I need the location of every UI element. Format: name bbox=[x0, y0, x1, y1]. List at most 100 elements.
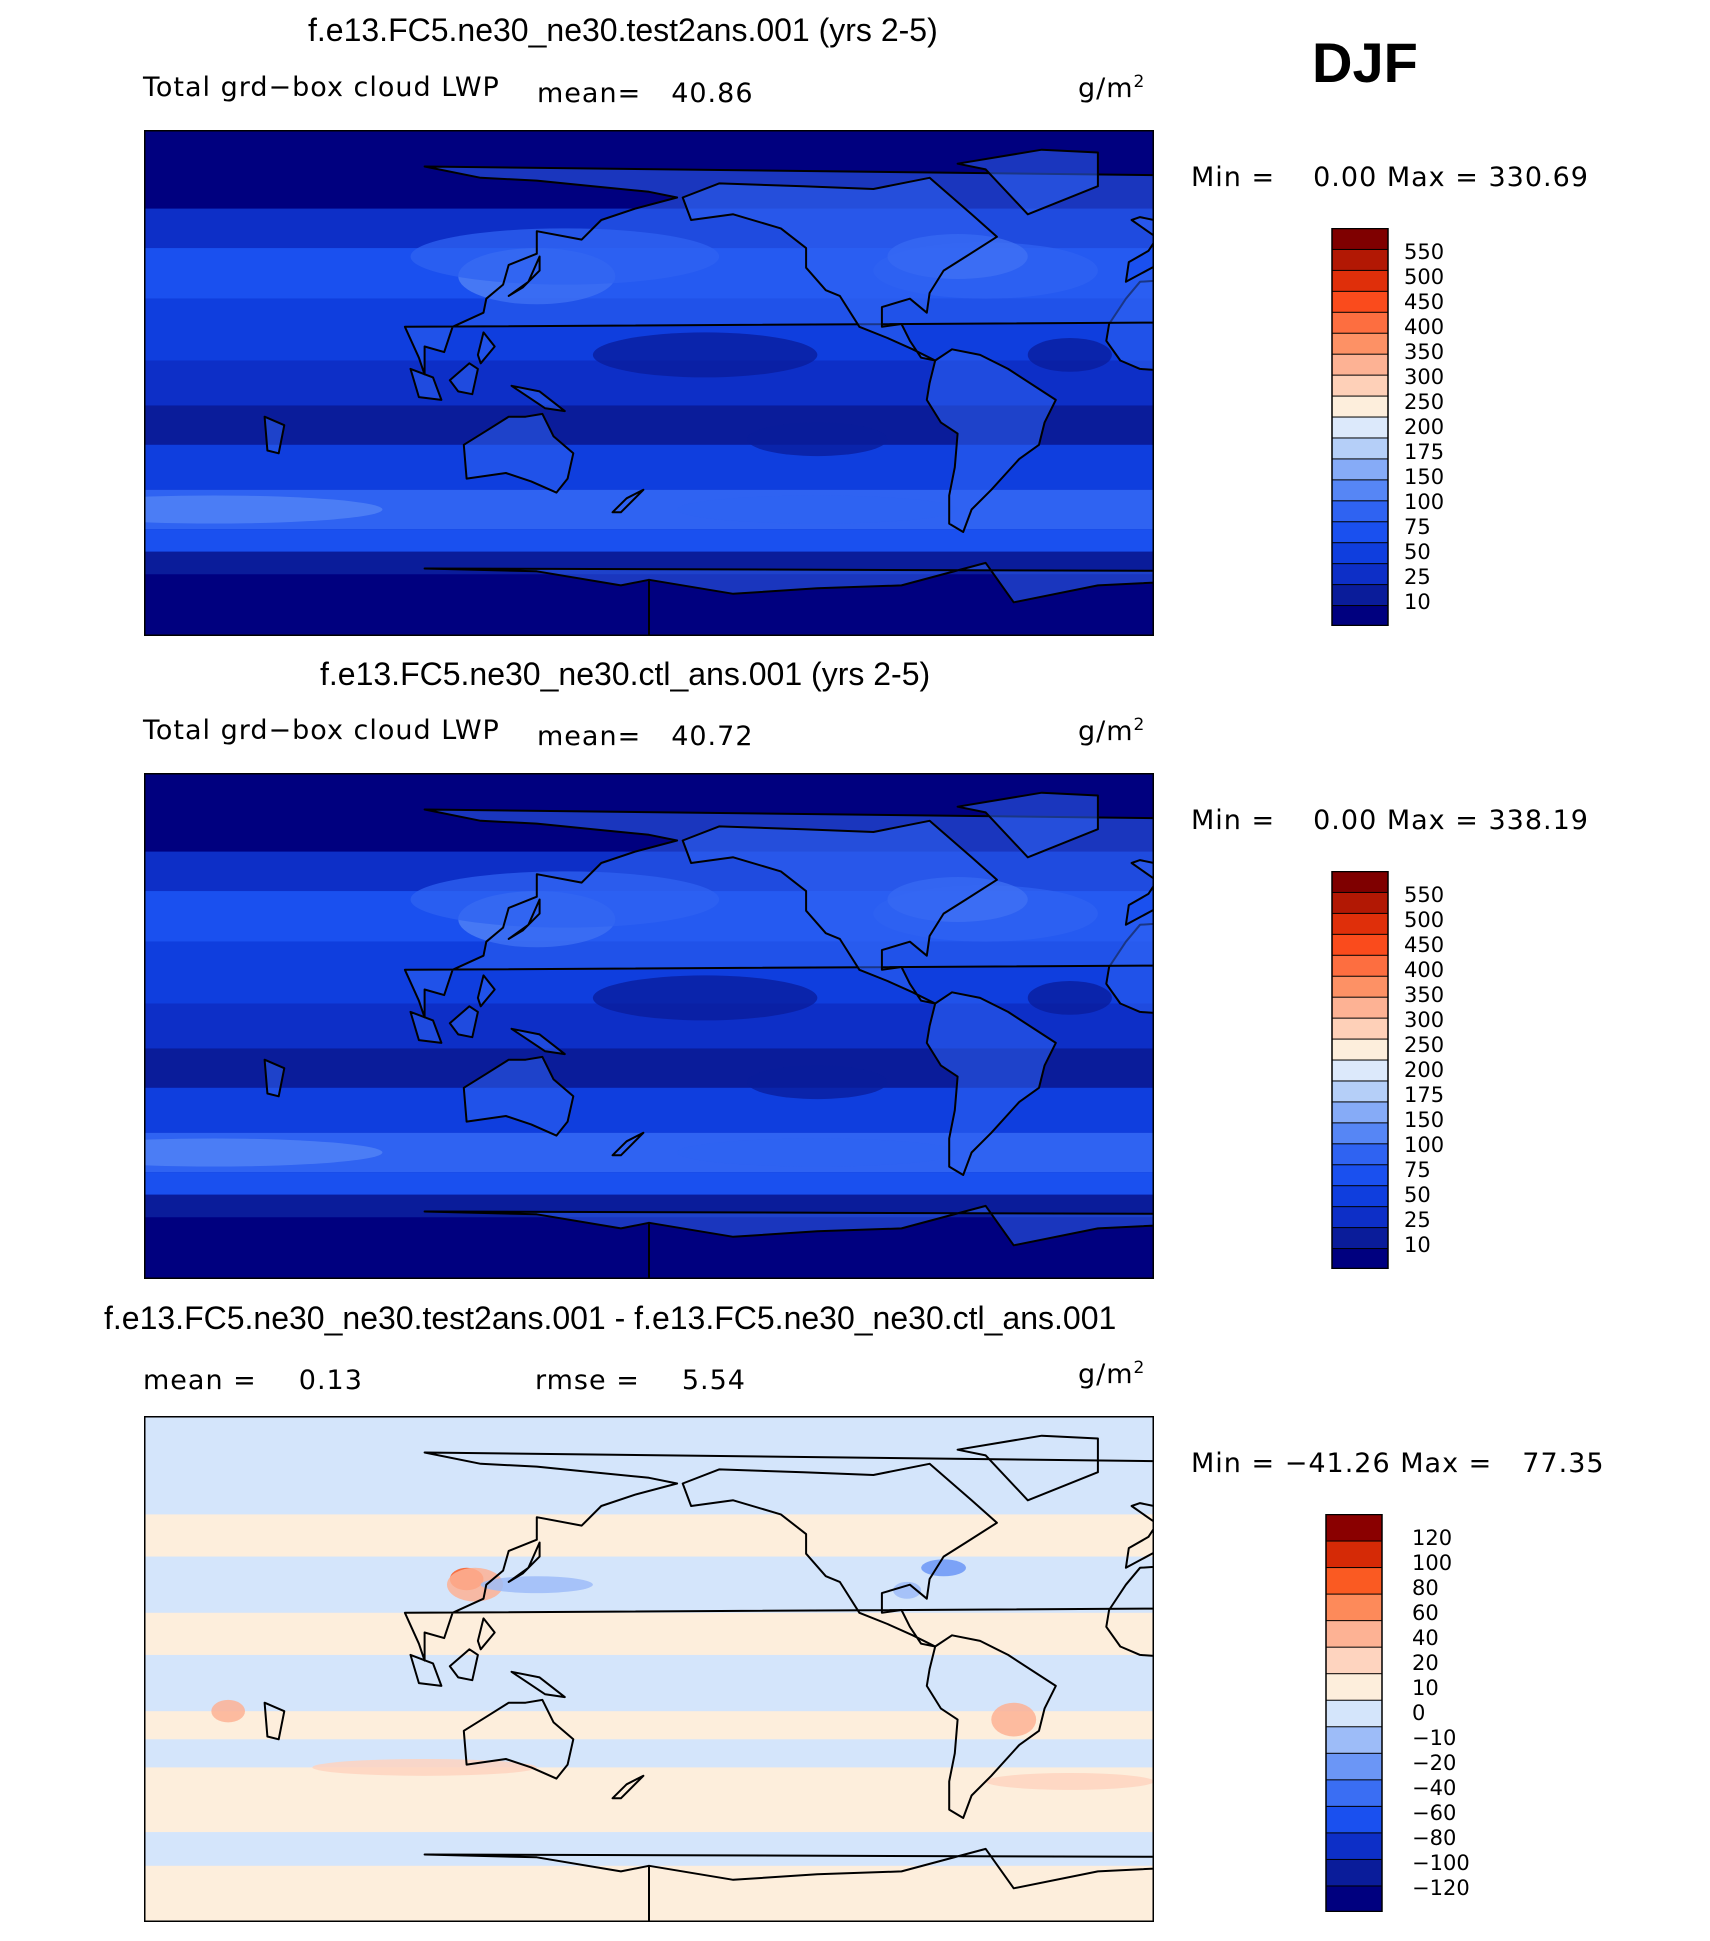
colorbar-tick-label: 450 bbox=[1404, 290, 1445, 314]
map-blob bbox=[211, 1699, 245, 1723]
colorbar-tick-label: 500 bbox=[1404, 265, 1445, 289]
continent-outline bbox=[462, 1698, 575, 1780]
colorbar-tick-label: 75 bbox=[1404, 1158, 1431, 1182]
colorbar-tick-label: 50 bbox=[1404, 1183, 1431, 1207]
continent-outline bbox=[448, 1648, 479, 1682]
panel3-min-value: −41.26 bbox=[1284, 1448, 1391, 1479]
panel2-max-value: 338.19 bbox=[1488, 805, 1589, 836]
continent-outline bbox=[925, 1634, 1057, 1819]
panel3-mean: mean = 0.13 bbox=[143, 1365, 363, 1396]
colorbar-swatch bbox=[1331, 478, 1389, 502]
map-band bbox=[144, 1416, 1154, 1515]
continent-outline bbox=[507, 898, 541, 940]
continent-outline bbox=[956, 791, 1099, 859]
colorbar-swatch bbox=[1331, 996, 1389, 1019]
panel1-title: f.e13.FC5.ne30_ne30.test2ans.001 (yrs 2-… bbox=[308, 12, 938, 48]
panel3-mean-label: mean = bbox=[143, 1365, 257, 1396]
colorbar-tick-label: 250 bbox=[1404, 1033, 1445, 1057]
map-band bbox=[144, 1739, 1154, 1768]
colorbar-tick-label: 80 bbox=[1412, 1576, 1439, 1600]
continent-outline bbox=[1130, 859, 1154, 880]
colorbar-swatch bbox=[1331, 583, 1389, 607]
map-band bbox=[144, 551, 1154, 575]
colorbar-swatch bbox=[1331, 1059, 1389, 1082]
map-blob bbox=[985, 1773, 1154, 1790]
colorbar-swatch bbox=[1325, 1593, 1383, 1622]
panel3-map bbox=[144, 1416, 1154, 1922]
continent-outline bbox=[263, 1058, 286, 1098]
continent-outline bbox=[925, 991, 1057, 1176]
continent-outline bbox=[611, 1774, 645, 1800]
map-blob bbox=[447, 1567, 504, 1602]
continent-outline bbox=[409, 367, 443, 401]
colorbar-tick-label: 25 bbox=[1404, 565, 1431, 589]
colorbar-swatch bbox=[1325, 1540, 1383, 1569]
map-blob bbox=[677, 1138, 958, 1167]
panel1-min-value: 0.00 bbox=[1313, 162, 1378, 193]
colorbar-tick-label: 0 bbox=[1412, 1701, 1426, 1725]
panel2-min-value: 0.00 bbox=[1313, 805, 1378, 836]
continent-outline bbox=[423, 1847, 1154, 1922]
continent-outline bbox=[409, 1010, 443, 1044]
colorbar-swatch bbox=[1325, 1858, 1383, 1887]
colorbar-swatch bbox=[1331, 1038, 1389, 1061]
panel1-units: g/m2 bbox=[1078, 72, 1146, 104]
map-blob bbox=[480, 1576, 593, 1594]
panel3-max-value: 77.35 bbox=[1522, 1448, 1605, 1479]
map-blob bbox=[144, 1138, 383, 1167]
colorbar-swatch bbox=[1331, 891, 1389, 914]
colorbar-tick-label: 40 bbox=[1412, 1626, 1439, 1650]
colorbar-swatch bbox=[1331, 374, 1389, 397]
colorbar-tick-label: 150 bbox=[1404, 465, 1445, 489]
continent-outline bbox=[681, 176, 998, 362]
colorbar-swatch bbox=[1325, 1831, 1383, 1860]
colorbar-tick-label: 500 bbox=[1404, 908, 1445, 932]
colorbar-swatch bbox=[1331, 332, 1389, 355]
colorbar-swatch bbox=[1331, 269, 1389, 292]
continent-outline bbox=[462, 412, 575, 494]
panel1-map bbox=[144, 130, 1154, 636]
colorbar-tick-label: 25 bbox=[1404, 1208, 1431, 1232]
panel2-units: g/m2 bbox=[1078, 715, 1146, 747]
colorbar-tick-label: 100 bbox=[1404, 1133, 1445, 1157]
colorbar-tick-label: −20 bbox=[1412, 1751, 1457, 1775]
panel3-rmse: rmse = 5.54 bbox=[535, 1365, 746, 1396]
colorbar-tick-label: 250 bbox=[1404, 390, 1445, 414]
colorbar-swatch bbox=[1325, 1646, 1383, 1675]
colorbar-swatch bbox=[1325, 1778, 1383, 1807]
colorbar-tick-label: 175 bbox=[1404, 1083, 1445, 1107]
colorbar-swatch bbox=[1325, 1566, 1383, 1595]
colorbar-swatch bbox=[1325, 1514, 1383, 1542]
map-blob bbox=[677, 495, 958, 524]
panel1-max-value: 330.69 bbox=[1488, 162, 1589, 193]
continent-outline bbox=[925, 348, 1057, 533]
map-blob bbox=[747, 1065, 888, 1100]
continent-outline bbox=[681, 1462, 998, 1648]
panel3-rmse-value: 5.54 bbox=[681, 1365, 746, 1396]
colorbar-tick-label: −120 bbox=[1412, 1876, 1470, 1900]
panel3-mean-value: 0.13 bbox=[298, 1365, 363, 1396]
colorbar-swatch bbox=[1325, 1725, 1383, 1754]
continent-outline bbox=[403, 1451, 1154, 1662]
colorbar-swatch bbox=[1331, 912, 1389, 935]
colorbar-tick-label: −40 bbox=[1412, 1776, 1457, 1800]
panel2-map bbox=[144, 773, 1154, 1279]
colorbar-tick-label: 60 bbox=[1412, 1601, 1439, 1625]
colorbar-swatch bbox=[1331, 1079, 1389, 1103]
continent-outline bbox=[476, 974, 496, 1008]
colorbar-tick-label: 50 bbox=[1404, 540, 1431, 564]
colorbar-swatch bbox=[1331, 1100, 1389, 1124]
colorbar-swatch bbox=[1325, 1752, 1383, 1781]
colorbar-swatch bbox=[1325, 1619, 1383, 1648]
colorbar-tick-label: 100 bbox=[1404, 490, 1445, 514]
map-blob bbox=[312, 1758, 537, 1776]
colorbar-swatch bbox=[1331, 562, 1389, 586]
map-band bbox=[144, 1172, 1154, 1195]
colorbar-tick-label: 100 bbox=[1412, 1551, 1453, 1575]
colorbar-tick-label: 550 bbox=[1404, 883, 1445, 907]
colorbar-swatch bbox=[1325, 1884, 1383, 1912]
continent-outline bbox=[507, 1541, 541, 1583]
colorbar-swatch bbox=[1331, 1247, 1389, 1269]
colorbar-tick-label: 450 bbox=[1404, 933, 1445, 957]
colorbar-tick-label: 150 bbox=[1404, 1108, 1445, 1132]
